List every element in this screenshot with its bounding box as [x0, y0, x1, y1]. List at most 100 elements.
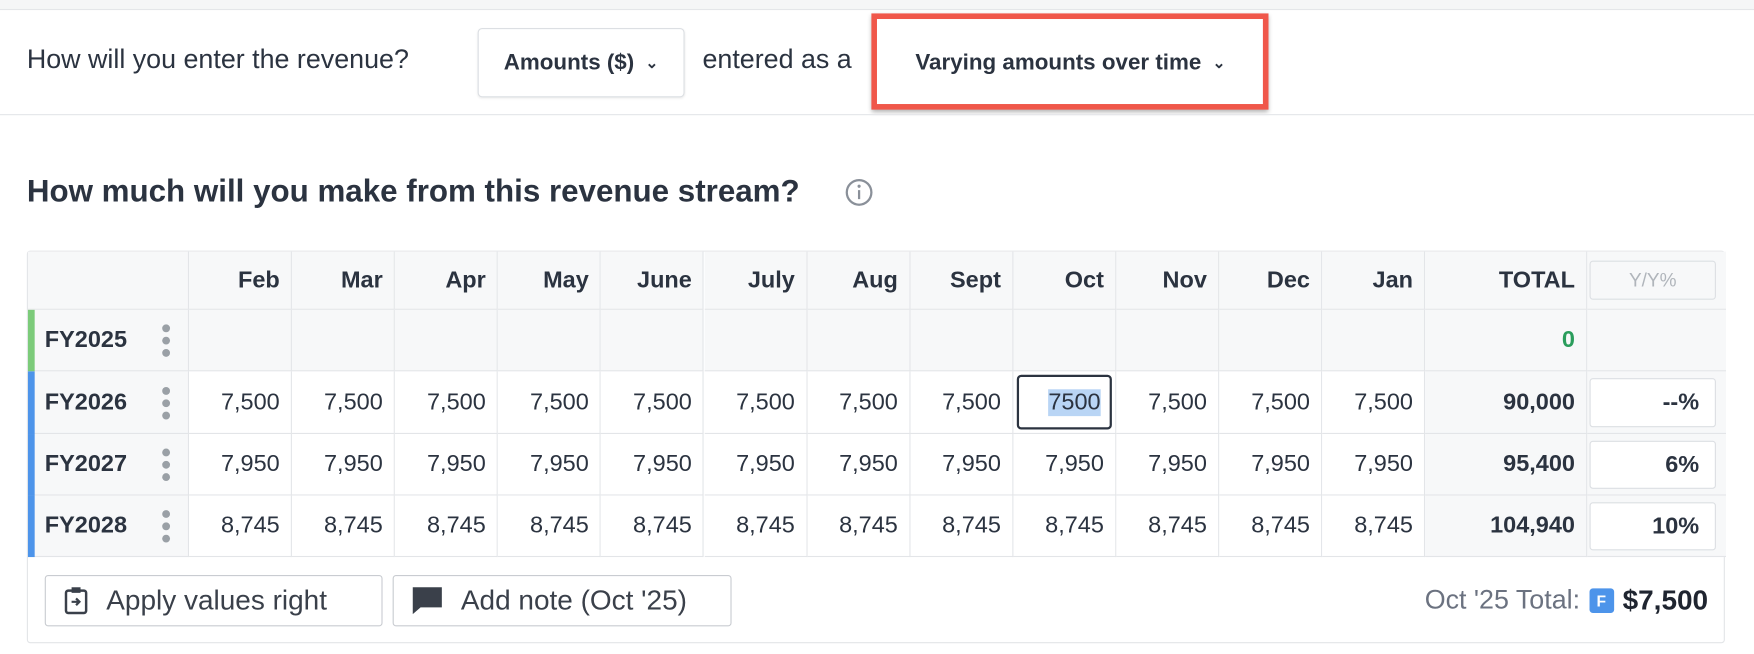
value-cell[interactable]: 7,500 — [189, 371, 293, 435]
value-cell[interactable]: 8,745 — [498, 495, 602, 558]
divider — [0, 114, 1754, 116]
row-menu[interactable] — [162, 324, 171, 358]
row-label-cell: FY2028 — [27, 495, 190, 558]
section-title: How much will you make from this revenue… — [26, 173, 800, 209]
column-header: Dec — [1219, 251, 1323, 310]
value-cell[interactable]: 8,745 — [1013, 495, 1117, 558]
summary-badge: F — [1589, 588, 1614, 613]
info-icon[interactable] — [845, 178, 874, 207]
row-color-bar — [27, 495, 35, 558]
mode-select[interactable]: Varying amounts over time ⌄ — [882, 27, 1259, 98]
highlight-box — [871, 13, 1269, 110]
value-cell[interactable]: 8,745 — [1322, 495, 1426, 558]
unit-select-text: Amounts ($) — [503, 49, 635, 75]
note-button[interactable]: Add note (Oct '25) — [392, 574, 732, 627]
row-menu-dot — [162, 336, 171, 345]
value-cell[interactable]: 7,950 — [601, 434, 705, 496]
value-cell[interactable]: 8,745 — [910, 495, 1014, 558]
value-cell[interactable]: 7,500 — [292, 371, 396, 435]
column-header: Feb — [189, 251, 293, 310]
row-menu-dot — [162, 460, 171, 469]
yoy-cell[interactable]: 6% — [1589, 440, 1716, 489]
row-menu-dot — [162, 398, 171, 407]
value-cell[interactable] — [1116, 309, 1220, 372]
row-menu-dot — [162, 349, 171, 357]
value-cell[interactable] — [1219, 309, 1323, 372]
value-cell[interactable]: 8,745 — [601, 495, 705, 558]
value-cell[interactable]: 8,745 — [704, 495, 808, 558]
value-cell[interactable] — [1322, 309, 1426, 372]
row-menu-dot — [162, 448, 171, 457]
value-cell[interactable]: 7,500 — [704, 371, 808, 435]
total-cell: 104,940 — [1425, 495, 1588, 558]
mode-select-text: Varying amounts over time — [915, 49, 1202, 75]
value-cell[interactable] — [910, 309, 1014, 372]
row-menu-dot — [162, 386, 171, 395]
value-cell[interactable]: 7500 — [1013, 371, 1117, 435]
row-color-bar — [27, 434, 35, 496]
value-cell[interactable]: 8,745 — [1219, 495, 1323, 558]
row-menu-dot — [162, 510, 171, 518]
row-label-cell: FY2025 — [27, 309, 190, 372]
value-cell[interactable]: 7,950 — [1116, 434, 1220, 496]
value-cell[interactable]: 7,500 — [498, 371, 602, 435]
value-cell[interactable]: 7,500 — [1322, 371, 1426, 435]
summary-value: $7,500 — [1622, 584, 1709, 616]
row-menu-dot — [162, 411, 171, 419]
value-cell[interactable]: 7,950 — [807, 434, 911, 496]
value-cell[interactable]: 8,745 — [292, 495, 396, 558]
header-cell — [27, 251, 190, 310]
value-cell[interactable]: 7,500 — [1219, 371, 1323, 435]
total-cell: 90,000 — [1425, 371, 1588, 435]
value-cell[interactable]: 7,500 — [910, 371, 1014, 435]
row-label-cell: FY2026 — [27, 371, 190, 435]
clipboard-icon — [64, 587, 88, 615]
value-cell[interactable]: 8,745 — [1116, 495, 1220, 558]
value-cell[interactable]: 7,950 — [704, 434, 808, 496]
value-cell[interactable] — [704, 309, 808, 372]
row-menu[interactable] — [162, 448, 171, 482]
active-input[interactable]: 7500 — [1016, 374, 1112, 430]
value-cell[interactable]: 8,745 — [807, 495, 911, 558]
yoy-cell[interactable]: --% — [1589, 378, 1716, 428]
total-cell: 95,400 — [1425, 434, 1588, 496]
value-cell[interactable]: 7,950 — [1322, 434, 1426, 496]
value-cell[interactable] — [498, 309, 602, 372]
column-header: June — [601, 251, 705, 310]
value-cell[interactable]: 7,950 — [498, 434, 602, 496]
value-cell[interactable]: 7,500 — [395, 371, 499, 435]
value-cell[interactable]: 8,745 — [395, 495, 499, 558]
column-header: Oct — [1013, 251, 1117, 310]
value-cell[interactable]: 7,950 — [395, 434, 499, 496]
column-header: Nov — [1116, 251, 1220, 310]
yoy-header: Y/Y% — [1589, 260, 1716, 300]
apply-button[interactable]: Apply values right — [44, 574, 383, 627]
value-cell[interactable]: 7,950 — [189, 434, 293, 496]
value-cell[interactable]: 7,950 — [910, 434, 1014, 496]
value-cell[interactable] — [807, 309, 911, 372]
value-cell[interactable]: 7,950 — [1219, 434, 1323, 496]
note-icon — [412, 587, 442, 615]
value-cell[interactable]: 8,745 — [189, 495, 293, 558]
yoy-cell-bg — [1587, 309, 1726, 372]
yoy-cell[interactable]: 10% — [1589, 502, 1716, 551]
unit-select[interactable]: Amounts ($) ⌄ — [477, 27, 685, 98]
row-menu-dot — [162, 324, 171, 333]
column-header: July — [704, 251, 808, 310]
value-cell[interactable] — [395, 309, 499, 372]
value-cell[interactable]: 7,500 — [601, 371, 705, 435]
row-menu[interactable] — [162, 510, 171, 544]
value-cell[interactable]: 7,950 — [1013, 434, 1117, 496]
value-cell[interactable]: 7,500 — [1116, 371, 1220, 435]
value-cell[interactable] — [1013, 309, 1117, 372]
value-cell[interactable]: 7,500 — [807, 371, 911, 435]
row-menu[interactable] — [162, 386, 171, 420]
value-cell[interactable] — [189, 309, 293, 372]
note-button-text: Add note (Oct '25) — [460, 584, 687, 616]
apply-button-text: Apply values right — [106, 584, 327, 616]
value-cell[interactable]: 7,950 — [292, 434, 396, 496]
value-cell[interactable] — [601, 309, 705, 372]
column-header: Sept — [910, 251, 1014, 310]
value-cell[interactable] — [292, 309, 396, 372]
